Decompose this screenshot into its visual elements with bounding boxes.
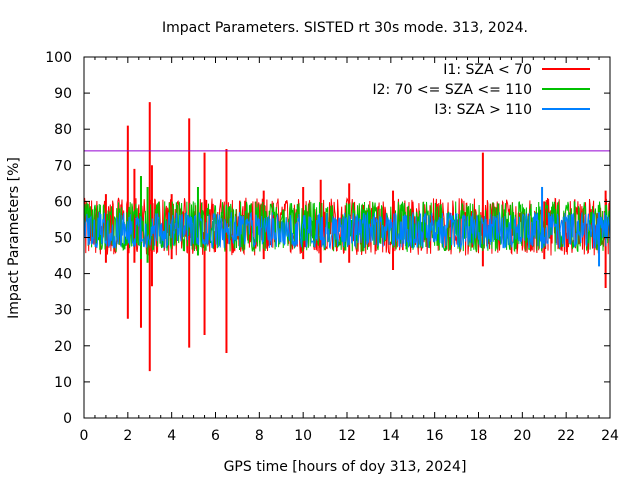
x-tick-label: 12 [338, 428, 356, 444]
x-tick-label: 24 [601, 428, 619, 444]
y-tick-label: 40 [54, 267, 72, 283]
x-tick-label: 4 [167, 428, 176, 444]
x-tick-label: 10 [294, 428, 312, 444]
x-tick-label: 6 [211, 428, 220, 444]
y-tick-label: 90 [54, 86, 72, 102]
y-tick-label: 0 [63, 411, 72, 427]
x-tick-label: 14 [382, 428, 400, 444]
legend-label-1: I1: SZA < 70 [443, 62, 532, 78]
chart-title: Impact Parameters. SISTED rt 30s mode. 3… [162, 20, 528, 36]
y-axis-label: Impact Parameters [%] [6, 157, 22, 319]
series-3 [84, 186, 610, 267]
x-tick-label: 20 [513, 428, 531, 444]
legend-label-2: I2: 70 <= SZA <= 110 [372, 82, 532, 98]
series-3-trace [84, 211, 610, 251]
y-tick-label: 20 [54, 339, 72, 355]
legend-label-3: I3: SZA > 110 [434, 102, 532, 118]
x-tick-label: 8 [255, 428, 264, 444]
x-tick-label: 22 [557, 428, 575, 444]
y-tick-label: 60 [54, 194, 72, 210]
y-tick-label: 70 [54, 158, 72, 174]
x-tick-label: 18 [470, 428, 488, 444]
legend: I1: SZA < 70 I2: 70 <= SZA <= 110 I3: SZA … [372, 62, 590, 118]
y-tick-label: 100 [45, 50, 72, 66]
y-tick-label: 80 [54, 122, 72, 138]
axis-ticks: 0 2 4 6 8 10 12 14 16 18 20 22 240102030405060708090… [45, 50, 619, 444]
x-tick-label: 0 [80, 428, 89, 444]
series-layer [84, 102, 610, 372]
x-axis-label: GPS time [hours of doy 313, 2024] [224, 459, 467, 475]
y-tick-label: 30 [54, 303, 72, 319]
x-tick-label: 2 [123, 428, 132, 444]
x-tick-label: 16 [426, 428, 444, 444]
y-tick-label: 50 [54, 231, 72, 247]
y-tick-label: 10 [54, 375, 72, 391]
